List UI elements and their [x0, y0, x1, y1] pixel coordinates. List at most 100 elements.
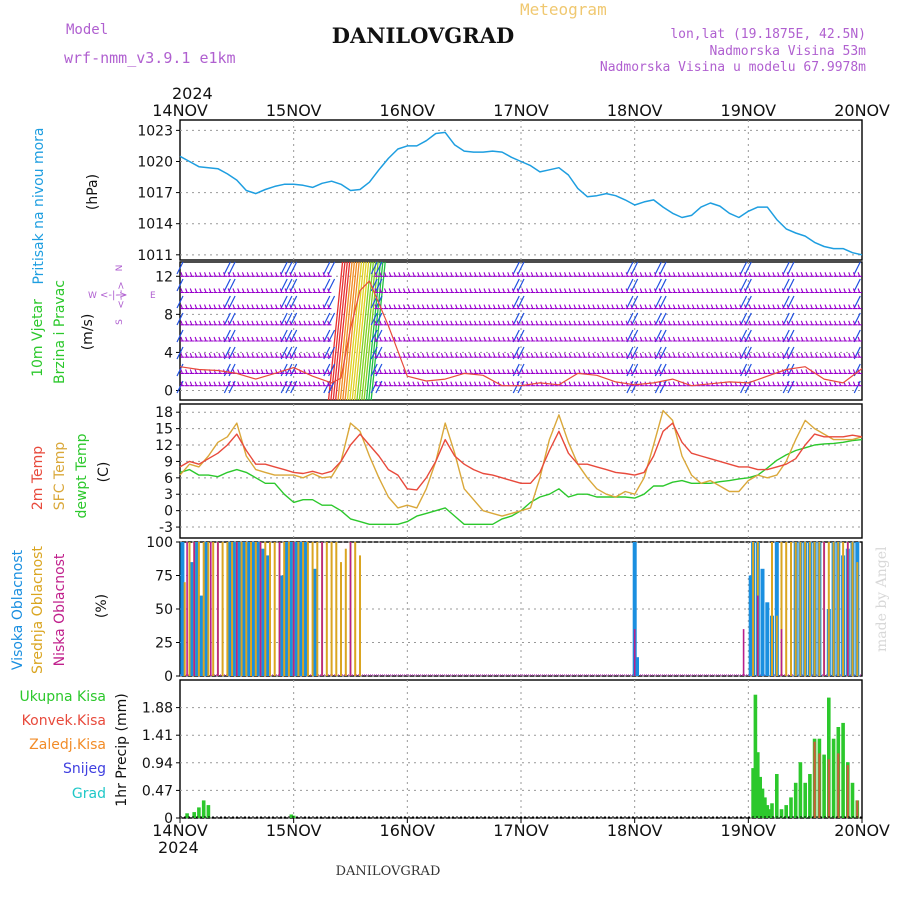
precip-bar: [763, 797, 767, 818]
cloud-ytick-label: 100: [146, 535, 173, 551]
precip-bar: [798, 762, 803, 818]
wind-dir-arrow: [328, 380, 336, 394]
wind-dir-arrow: [280, 329, 288, 343]
precip-legend-snow: Snijeg: [63, 761, 106, 777]
wind-dir-arrow: [787, 363, 795, 377]
cloud-bar: [202, 542, 205, 676]
cloud-ytick-label: 25: [155, 636, 173, 652]
wind-strong-arrow: [351, 261, 367, 401]
cloud-bar: [289, 542, 294, 676]
wind-strong-arrow: [335, 261, 351, 401]
wind-ylabel: 10m Vjetar: [30, 299, 46, 377]
cloud-bar: [330, 542, 333, 676]
cloud-bar: [742, 629, 745, 676]
precip-bar: [760, 788, 765, 818]
wind-ytick-label: 4: [164, 345, 173, 361]
year-bottom: 2024: [158, 838, 199, 857]
cloud-bar: [775, 615, 778, 676]
wind-strong-arrow: [346, 261, 363, 401]
cloud-bar: [313, 568, 317, 676]
wind-strong-arrow: [344, 261, 360, 401]
temperature-ytick-label: 3: [164, 487, 173, 503]
wind-dir-arrow: [782, 278, 790, 292]
cloud-ylabel-high: Visoka Oblacnost: [10, 549, 26, 670]
wind-dir-arrow: [517, 363, 525, 377]
pressure-ytick-label: 1014: [137, 217, 173, 233]
wind-dir-arrow: [290, 380, 298, 394]
cloud-bar: [633, 629, 636, 676]
footer-station: DANILOVGRAD: [336, 864, 441, 879]
precip-legend-strat: Zaledj.Kisa: [29, 737, 106, 753]
precip-ytick-label: 1.88: [142, 701, 173, 717]
day-label-bottom: 15NOV: [266, 821, 322, 840]
wind-dir-arrow: [280, 295, 288, 309]
wind-dir-arrow: [280, 278, 288, 292]
cloud-bar: [771, 542, 773, 676]
wind-dir-arrow: [853, 295, 861, 309]
cloud-bar: [354, 542, 357, 676]
year-top: 2024: [172, 84, 213, 103]
cloud-bar: [790, 542, 792, 676]
day-label-bottom: 16NOV: [380, 821, 436, 840]
wind-dir-arrow: [370, 363, 378, 377]
wind-strong-arrow: [365, 261, 382, 401]
precip-bar: [803, 782, 807, 818]
cloud-bar: [265, 555, 270, 676]
wind-dir-arrow: [323, 363, 331, 377]
wind-dir-arrow: [223, 261, 231, 275]
wind-dir-arrow: [517, 312, 525, 326]
wind-dir-arrow: [370, 346, 378, 360]
day-label-top: 17NOV: [493, 101, 549, 120]
wind-dir-arrow: [285, 312, 293, 326]
wind-dir-arrow: [176, 278, 184, 292]
wind-dir-arrow: [740, 261, 748, 275]
wind-dir-arrow: [631, 380, 639, 394]
cloud-ylabel-mid: Srednja Oblacnost: [30, 546, 46, 674]
pressure-ylabel: Pritisak na nivou mora: [31, 127, 47, 284]
cloud-bar: [804, 542, 807, 676]
cloud-bar: [780, 542, 783, 676]
cloud-bar: [221, 542, 224, 676]
wind-dir-arrow: [512, 261, 520, 275]
precip-bar: [793, 782, 798, 818]
wind-strong-arrow: [332, 261, 348, 401]
cloud-bar: [799, 542, 802, 676]
wind-dir-arrow: [228, 363, 236, 377]
temperature-ytick-label: 12: [155, 438, 173, 454]
wind-dir-arrow: [782, 295, 790, 309]
wind-dir-arrow: [626, 363, 634, 377]
precip-bar: [767, 809, 772, 818]
wind-dir-arrow: [654, 329, 662, 343]
wind-dir-arrow: [223, 312, 231, 326]
wind-dir-arrow: [787, 261, 795, 275]
wind-dir-arrow: [375, 261, 383, 275]
wind-speed-line: [179, 280, 863, 387]
wind-dir-arrow: [176, 312, 184, 326]
cloud-bar: [188, 542, 191, 676]
wind-strong-arrow: [356, 261, 372, 401]
cloud-bar: [246, 542, 251, 676]
wind-dir-arrow: [228, 329, 236, 343]
wind-dir-arrow: [512, 329, 520, 343]
wind-dir-arrow: [370, 329, 378, 343]
cloud-bar: [325, 542, 328, 676]
wind-dir-arrow: [782, 312, 790, 326]
wind-dir-arrow: [375, 278, 383, 292]
wind-dir-arrow: [517, 278, 525, 292]
wind-dir-arrow: [375, 363, 383, 377]
wind-dir-arrow: [176, 346, 184, 360]
precip-bar: [201, 800, 206, 818]
cloud-bar: [269, 542, 271, 676]
wind-strong-arrow: [330, 261, 346, 401]
wind-dir-arrow: [744, 380, 752, 394]
wind-dir-arrow: [280, 261, 288, 275]
wind-dir-arrow: [323, 295, 331, 309]
wind-dir-arrow: [631, 278, 639, 292]
cloud-bar: [240, 542, 243, 676]
cloud-bar: [765, 602, 770, 676]
wind-dir-arrow: [176, 261, 184, 275]
model-name: wrf-nmm_v3.9.1 e1km: [64, 49, 236, 67]
day-label-top: 20NOV: [834, 101, 890, 120]
cloud-bar: [818, 542, 821, 676]
wind-dir-arrow: [853, 278, 861, 292]
